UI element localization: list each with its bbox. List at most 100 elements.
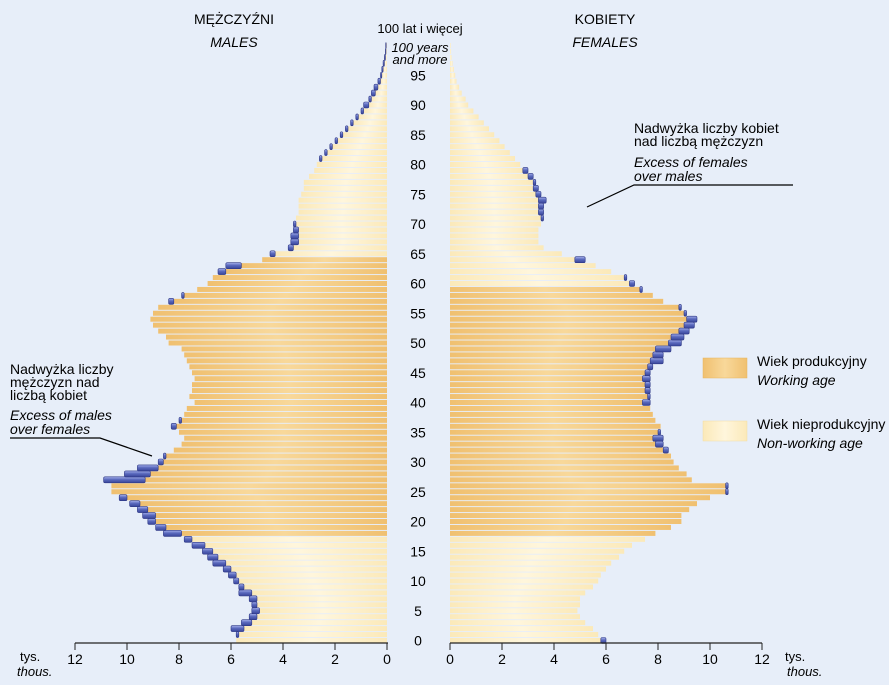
female-bar-age-14	[450, 554, 619, 560]
female-bar-age-11	[450, 572, 601, 578]
male-bar-age-42	[192, 388, 387, 394]
female-excess-age-61	[623, 274, 628, 281]
female-bar-age-96	[450, 66, 454, 72]
female-bar-age-89	[450, 108, 474, 114]
male-bar-age-94	[380, 78, 387, 84]
male-bar-age-72	[298, 209, 387, 215]
male-bar-age-16	[205, 542, 387, 548]
male-bar-age-93	[377, 84, 387, 90]
age-tick-10: 10	[410, 573, 426, 589]
female-excess-age-43	[644, 381, 651, 388]
female-excess-age-44	[642, 375, 651, 383]
male-excess-age-9	[238, 583, 245, 591]
males-excess-annotation: Nadwyżka liczby mężczyzn nad liczbą kobi…	[10, 361, 153, 457]
male-excess-age-89	[360, 107, 364, 115]
females-excess-leader	[586, 184, 793, 208]
males-excess-label-3: liczbą kobiet	[10, 387, 87, 403]
female-bar-age-52	[450, 328, 679, 334]
female-bar-age-71	[450, 215, 541, 221]
male-bar-age-78	[309, 173, 387, 179]
male-excess-age-67	[290, 238, 299, 246]
male-bar-age-25	[111, 489, 388, 495]
male-excess-age-92	[371, 89, 376, 97]
female-excess-age-54	[686, 315, 698, 323]
male-bar-age-10	[238, 578, 387, 584]
male-bar-age-18	[181, 530, 387, 536]
age-tick-45: 45	[410, 365, 426, 381]
male-excess-age-84	[334, 137, 338, 144]
male-bar-age-87	[353, 120, 387, 126]
female-bar-age-28	[450, 471, 687, 477]
males-excess-label-2: mężczyzn nad	[10, 374, 99, 390]
male-bar-age-81	[322, 156, 387, 162]
female-bar-age-42	[450, 388, 645, 394]
male-bar-age-6	[257, 602, 387, 608]
males-title-en: MALES	[210, 34, 258, 50]
male-excess-age-22	[137, 506, 149, 513]
female-excess-age-34	[652, 434, 664, 442]
females-excess-label-3: Excess of females	[634, 154, 748, 170]
age-tick-5: 5	[414, 603, 422, 619]
male-bar-age-79	[314, 167, 387, 173]
female-bar-age-13	[450, 560, 612, 566]
male-bar-age-8	[251, 590, 387, 596]
age-tick-0: 0	[414, 633, 422, 649]
female-bar-age-60	[450, 281, 630, 286]
female-bar-age-32	[450, 447, 664, 453]
female-bar-age-29	[450, 465, 679, 471]
male-bar-age-26	[111, 483, 388, 489]
female-bar-age-15	[450, 548, 625, 554]
male-bar-age-40	[194, 400, 387, 405]
female-bar-age-79	[450, 167, 523, 173]
legend-working-label: Wiek produkcyjny	[757, 353, 867, 369]
male-excess-age-28	[124, 470, 151, 478]
female-tick-label-12: 12	[754, 651, 770, 667]
male-bar-age-69	[298, 227, 387, 233]
female-bar-age-23	[450, 501, 697, 507]
unit-left: tys.	[20, 649, 40, 664]
female-bar-age-93	[450, 84, 460, 90]
female-bar-age-78	[450, 173, 528, 179]
male-excess-age-82	[324, 149, 328, 156]
female-bar-age-55	[450, 310, 684, 316]
females-title-en: FEMALES	[572, 34, 638, 50]
female-bar-age-80	[450, 162, 521, 167]
male-excess-age-95	[380, 71, 383, 79]
male-bar-age-15	[212, 548, 387, 554]
male-bar-age-1	[238, 632, 387, 638]
male-tick-label-10: 10	[119, 651, 135, 667]
male-excess-age-36	[170, 422, 177, 430]
male-excess-age-14	[207, 553, 219, 561]
male-bar-age-33	[181, 441, 387, 447]
top-age-label: 100 lat i więcej	[377, 21, 462, 36]
male-excess-age-87	[350, 119, 354, 127]
female-bar-age-67	[450, 239, 539, 245]
female-bar-age-94	[450, 78, 457, 84]
female-bar-age-68	[450, 233, 539, 239]
female-bar-age-9	[450, 584, 593, 590]
male-excess-age-97	[382, 60, 385, 67]
female-bar-age-19	[450, 524, 671, 530]
male-tick-label-4: 4	[279, 651, 287, 667]
male-bar-age-61	[212, 275, 387, 281]
age-tick-40: 40	[410, 395, 426, 411]
male-bar-age-52	[158, 328, 387, 334]
female-excess-age-56	[678, 303, 682, 311]
male-bar-age-63	[241, 263, 387, 269]
male-bar-age-28	[150, 471, 387, 477]
female-bar-age-87	[450, 120, 484, 126]
male-bar-age-27	[145, 477, 387, 483]
female-bar-age-51	[450, 334, 671, 340]
female-bar-age-35	[450, 429, 658, 435]
male-excess-age-99	[385, 48, 387, 55]
legend: Wiek produkcyjny Working age Wiek niepro…	[702, 353, 885, 451]
male-excess-age-29	[137, 464, 159, 472]
males-excess-label-5: over females	[10, 421, 90, 437]
female-bar-age-36	[450, 423, 661, 429]
female-bar-age-43	[450, 382, 645, 388]
female-tick-label-8: 8	[654, 651, 662, 667]
female-bar-age-37	[450, 417, 656, 423]
female-bar-age-41	[450, 394, 648, 400]
male-bar-age-77	[303, 179, 387, 185]
male-excess-age-21	[142, 512, 156, 519]
